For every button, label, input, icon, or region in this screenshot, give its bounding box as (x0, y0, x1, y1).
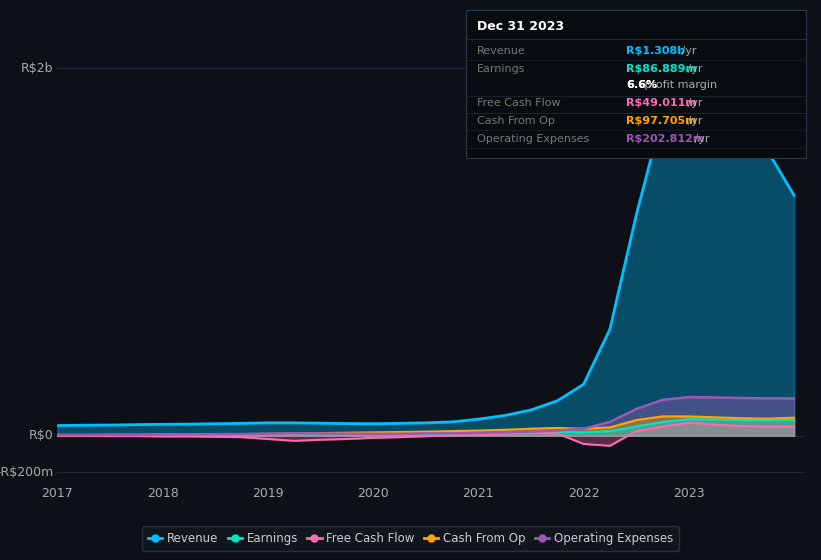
Text: /yr: /yr (678, 46, 696, 56)
Text: Cash From Op: Cash From Op (476, 116, 554, 126)
Text: Free Cash Flow: Free Cash Flow (476, 98, 560, 108)
Text: R$202.812m: R$202.812m (626, 134, 704, 144)
Text: /yr: /yr (690, 134, 709, 144)
Text: R$0: R$0 (29, 429, 53, 442)
Text: R$2b: R$2b (21, 62, 53, 75)
Text: /yr: /yr (684, 116, 703, 126)
Text: /yr: /yr (684, 98, 703, 108)
Legend: Revenue, Earnings, Free Cash Flow, Cash From Op, Operating Expenses: Revenue, Earnings, Free Cash Flow, Cash … (142, 526, 679, 551)
Text: R$97.705m: R$97.705m (626, 116, 697, 126)
Text: profit margin: profit margin (641, 80, 718, 90)
Text: /yr: /yr (684, 64, 703, 74)
Text: Earnings: Earnings (476, 64, 525, 74)
Text: -R$200m: -R$200m (0, 466, 53, 479)
Text: R$49.011m: R$49.011m (626, 98, 697, 108)
Text: 6.6%: 6.6% (626, 80, 657, 90)
Text: R$86.889m: R$86.889m (626, 64, 697, 74)
Text: Revenue: Revenue (476, 46, 525, 56)
Text: R$1.308b: R$1.308b (626, 46, 686, 56)
Text: 6.6%: 6.6% (626, 80, 657, 90)
Text: Operating Expenses: Operating Expenses (476, 134, 589, 144)
Text: Dec 31 2023: Dec 31 2023 (476, 20, 564, 33)
